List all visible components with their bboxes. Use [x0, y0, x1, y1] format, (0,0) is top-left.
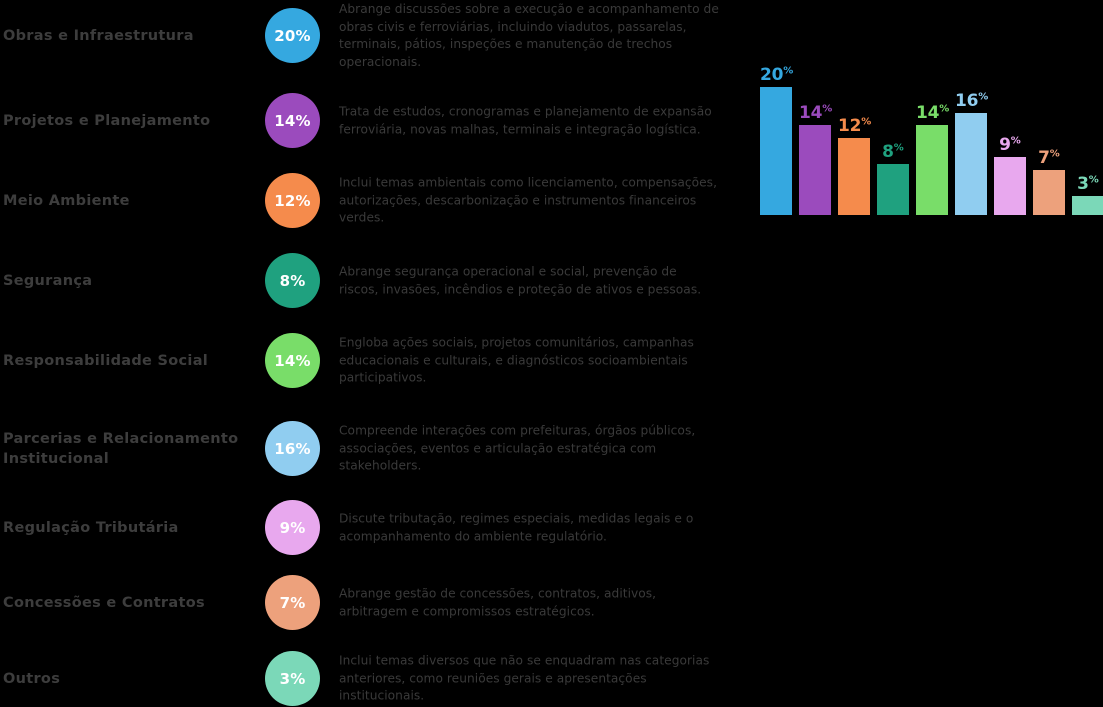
- chart-bar: [1033, 170, 1065, 215]
- category-label: Segurança: [3, 273, 93, 289]
- chart-bar-value-label: 7%: [1033, 148, 1065, 168]
- percentage-badge: 7%: [265, 575, 320, 630]
- chart-bar-value-number: 14: [916, 103, 940, 123]
- percentage-bar-chart: 20% 14% 12% 8% 14% 16% 9% 7% 3%: [745, 0, 1103, 707]
- chart-bar-value-suffix: %: [1049, 148, 1060, 160]
- category-row: Concessões e Contratos 7% Abrange gestão d…: [0, 575, 745, 631]
- category-description: Discute tributação, regimes especiais, m…: [339, 511, 694, 543]
- category-label: Obras e Infraestrutura: [3, 28, 194, 44]
- chart-bar-group: 12%: [838, 108, 872, 215]
- category-row: Meio Ambiente 12% Inclui temas ambientais …: [0, 173, 745, 229]
- category-description: Compreende interações com prefeituras, ó…: [339, 423, 696, 473]
- chart-bar-value-number: 14: [799, 103, 823, 123]
- category-row: Responsabilidade Social 14% Engloba ações …: [0, 333, 745, 389]
- category-label: Outros: [3, 671, 61, 687]
- percentage-badge: 9%: [265, 500, 320, 555]
- chart-bar-value-suffix: %: [939, 103, 950, 115]
- chart-bar: [916, 125, 948, 215]
- chart-bar-value-label: 8%: [877, 142, 909, 162]
- chart-bar-value-number: 12: [838, 116, 862, 136]
- chart-bar-value-label: 20%: [760, 65, 794, 85]
- category-row: Projetos e Planejamento 14% Trata de estud…: [0, 93, 745, 149]
- chart-bar-group: 8%: [877, 134, 909, 215]
- category-list: Obras e Infraestrutura 20% Abrange discuss…: [0, 2, 745, 707]
- chart-bar-value-suffix: %: [1088, 174, 1099, 186]
- chart-bar-value-suffix: %: [861, 116, 872, 128]
- chart-bar-value-suffix: %: [783, 65, 794, 77]
- category-row: Segurança 8% Abrange segurança operacional…: [0, 253, 745, 309]
- category-description: Abrange gestão de concessões, contratos,…: [339, 586, 657, 618]
- category-label: Concessões e Contratos: [3, 595, 205, 611]
- percentage-badge: 8%: [265, 253, 320, 308]
- percentage-badge: 16%: [265, 421, 320, 476]
- chart-bar: [955, 113, 987, 215]
- chart-bar-value-number: 3: [1077, 174, 1089, 194]
- chart-bar: [838, 138, 870, 215]
- chart-bar-value-number: 9: [999, 135, 1011, 155]
- category-row: Regulação Tributária 9% Discute tributação…: [0, 500, 745, 556]
- chart-bar: [877, 164, 909, 215]
- chart-bar-group: 14%: [916, 95, 950, 215]
- percentage-badge: 20%: [265, 8, 320, 63]
- category-description: Abrange segurança operacional e social, …: [339, 264, 702, 296]
- chart-bar-value-label: 12%: [838, 116, 872, 136]
- chart-bar-value-label: 14%: [916, 103, 950, 123]
- chart-bar-group: 20%: [760, 57, 794, 215]
- category-description: Inclui temas diversos que não se enquadr…: [339, 653, 710, 703]
- chart-bar-value-label: 9%: [994, 135, 1026, 155]
- chart-bar-value-suffix: %: [978, 91, 989, 103]
- chart-bar-group: 3%: [1072, 166, 1103, 215]
- percentage-badge: 14%: [265, 333, 320, 388]
- chart-bar: [799, 125, 831, 215]
- chart-bar-value-label: 3%: [1072, 174, 1103, 194]
- category-row: Parcerias e Relacionamento Institucional…: [0, 421, 745, 477]
- chart-bar-value-number: 20: [760, 65, 784, 85]
- category-row: Outros 3% Inclui temas diversos que não se…: [0, 651, 745, 707]
- chart-bar-value-number: 7: [1038, 148, 1050, 168]
- chart-bar-value-suffix: %: [822, 103, 833, 115]
- chart-bar: [760, 87, 792, 215]
- chart-bar-value-number: 16: [955, 91, 979, 111]
- category-description: Trata de estudos, cronogramas e planejam…: [339, 104, 712, 136]
- chart-bar-value-suffix: %: [1010, 135, 1021, 147]
- category-description: Engloba ações sociais, projetos comunitá…: [339, 335, 694, 385]
- chart-bar-value-label: 14%: [799, 103, 833, 123]
- chart-bar-group: 14%: [799, 95, 833, 215]
- chart-bar: [1072, 196, 1103, 215]
- percentage-badge: 12%: [265, 173, 320, 228]
- chart-bar-value-number: 8: [882, 142, 894, 162]
- chart-bar: [994, 157, 1026, 215]
- chart-plot-area: 20% 14% 12% 8% 14% 16% 9% 7% 3%: [745, 0, 1103, 240]
- percentage-badge: 14%: [265, 93, 320, 148]
- category-label: Responsabilidade Social: [3, 353, 209, 369]
- percentage-badge: 3%: [265, 651, 320, 706]
- category-description: Inclui temas ambientais como licenciamen…: [339, 175, 717, 225]
- category-description: Abrange discussões sobre a execução e ac…: [339, 1, 719, 69]
- chart-bar-group: 9%: [994, 127, 1026, 215]
- category-label: Parcerias e Relacionamento Institucional: [3, 431, 239, 467]
- chart-bar-group: 16%: [955, 83, 989, 215]
- chart-bar-value-suffix: %: [893, 142, 904, 154]
- category-label: Meio Ambiente: [3, 193, 130, 209]
- chart-bar-value-label: 16%: [955, 91, 989, 111]
- category-label: Regulação Tributária: [3, 520, 179, 536]
- chart-bar-group: 7%: [1033, 140, 1065, 215]
- category-label: Projetos e Planejamento: [3, 113, 211, 129]
- category-row: Obras e Infraestrutura 20% Abrange discuss…: [0, 2, 745, 69]
